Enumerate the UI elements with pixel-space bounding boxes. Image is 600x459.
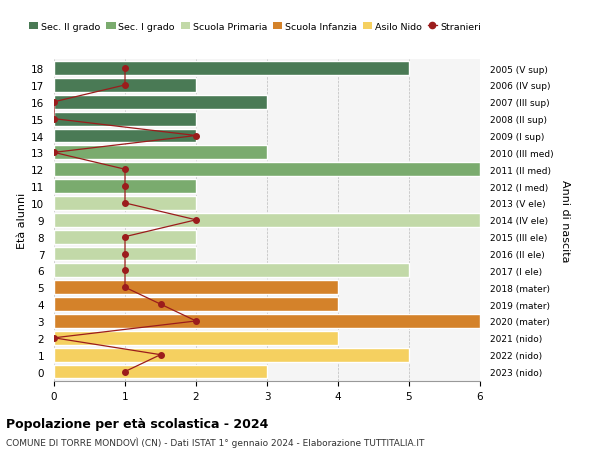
Bar <box>54 79 196 93</box>
Bar <box>54 62 409 76</box>
Bar <box>54 281 338 295</box>
Legend: Sec. II grado, Sec. I grado, Scuola Primaria, Scuola Infanzia, Asilo Nido, Stran: Sec. II grado, Sec. I grado, Scuola Prim… <box>29 22 481 32</box>
Bar <box>54 196 196 210</box>
Bar <box>54 95 267 109</box>
Y-axis label: Anni di nascita: Anni di nascita <box>560 179 570 262</box>
Bar <box>54 213 480 227</box>
Bar <box>54 264 409 278</box>
Bar <box>54 297 338 311</box>
Bar <box>54 146 267 160</box>
Text: COMUNE DI TORRE MONDOVÌ (CN) - Dati ISTAT 1° gennaio 2024 - Elaborazione TUTTITA: COMUNE DI TORRE MONDOVÌ (CN) - Dati ISTA… <box>6 437 424 448</box>
Bar <box>54 331 338 345</box>
Bar <box>54 112 196 126</box>
Bar <box>54 163 480 177</box>
Bar <box>54 230 196 244</box>
Bar <box>54 247 196 261</box>
Bar <box>54 314 480 328</box>
Text: Popolazione per età scolastica - 2024: Popolazione per età scolastica - 2024 <box>6 417 268 430</box>
Y-axis label: Età alunni: Età alunni <box>17 192 27 248</box>
Bar <box>54 180 196 194</box>
Bar <box>54 129 196 143</box>
Bar <box>54 348 409 362</box>
Bar <box>54 365 267 379</box>
